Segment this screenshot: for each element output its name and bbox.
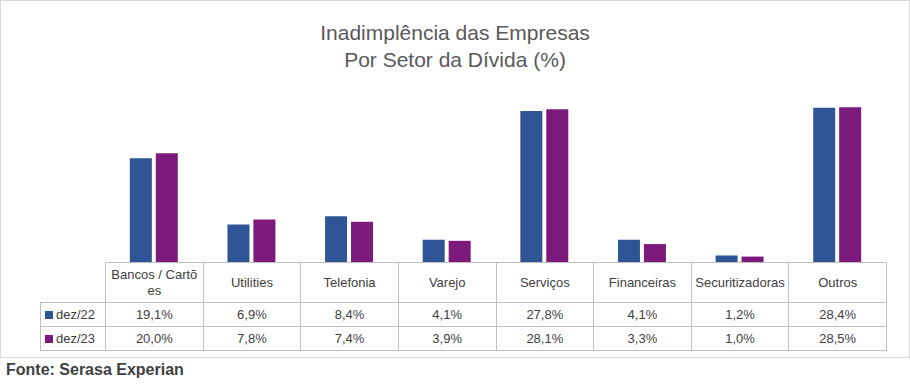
html-text:Utilities: Utilities: [231, 274, 273, 290]
svg-text:Por Setor da Dívida (%): Por Setor da Dívida (%): [344, 48, 566, 71]
html-text:Financeiras: Financeiras: [608, 274, 676, 290]
html-text:Outros: Outros: [818, 274, 858, 290]
html-text:dez/23: dez/23: [56, 330, 95, 346]
html-text:3,9%: 3,9%: [432, 330, 462, 346]
html-text:4,1%: 4,1%: [627, 306, 658, 322]
html-text:8,4%: 8,4%: [334, 306, 365, 322]
svg-text:Inadimplência das Empresas: Inadimplência das Empresas: [320, 21, 590, 44]
html-text:Serviços: Serviços: [519, 274, 570, 290]
html-text:28,4%: 28,4%: [819, 306, 857, 322]
html-text:20,0%: 20,0%: [135, 330, 173, 346]
html-text:Varejo: Varejo: [428, 274, 466, 290]
html-text:28,5%: 28,5%: [819, 330, 857, 346]
html-text:Telefonia: Telefonia: [323, 274, 376, 290]
html-text:19,1%: 19,1%: [135, 306, 173, 322]
html-text:7,4%: 7,4%: [334, 330, 365, 346]
html-text:27,8%: 27,8%: [526, 306, 564, 322]
html-text:7,8%: 7,8%: [237, 330, 267, 346]
html-text:28,1%: 28,1%: [526, 330, 564, 346]
html-text:1,2%: 1,2%: [725, 306, 755, 322]
html-text:Securitizadoras: Securitizadoras: [695, 274, 785, 290]
html-text:Bancos / Cartões: Bancos / Cartões: [111, 266, 198, 298]
html-text:3,3%: 3,3%: [627, 330, 658, 346]
html-text:Fonte: Serasa Experian: Fonte: Serasa Experian: [6, 361, 184, 378]
html-text:dez/22: dez/22: [56, 306, 95, 322]
html-text:4,1%: 4,1%: [432, 306, 462, 322]
html-text:1,0%: 1,0%: [725, 330, 755, 346]
html-text:6,9%: 6,9%: [237, 306, 267, 322]
